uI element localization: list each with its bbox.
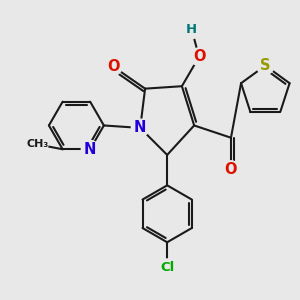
Circle shape <box>222 161 240 178</box>
Text: Cl: Cl <box>160 261 174 274</box>
Text: CH₃: CH₃ <box>26 140 48 149</box>
Text: O: O <box>225 162 237 177</box>
Text: N: N <box>134 120 146 135</box>
Circle shape <box>131 119 149 137</box>
Text: S: S <box>260 58 271 73</box>
Text: O: O <box>193 49 205 64</box>
Circle shape <box>26 134 48 155</box>
Circle shape <box>104 58 122 75</box>
Text: O: O <box>107 59 119 74</box>
Circle shape <box>190 48 208 66</box>
Circle shape <box>256 57 274 74</box>
Text: N: N <box>84 142 96 157</box>
Circle shape <box>158 259 176 277</box>
Circle shape <box>183 21 200 39</box>
Circle shape <box>81 140 99 158</box>
Text: H: H <box>186 23 197 36</box>
